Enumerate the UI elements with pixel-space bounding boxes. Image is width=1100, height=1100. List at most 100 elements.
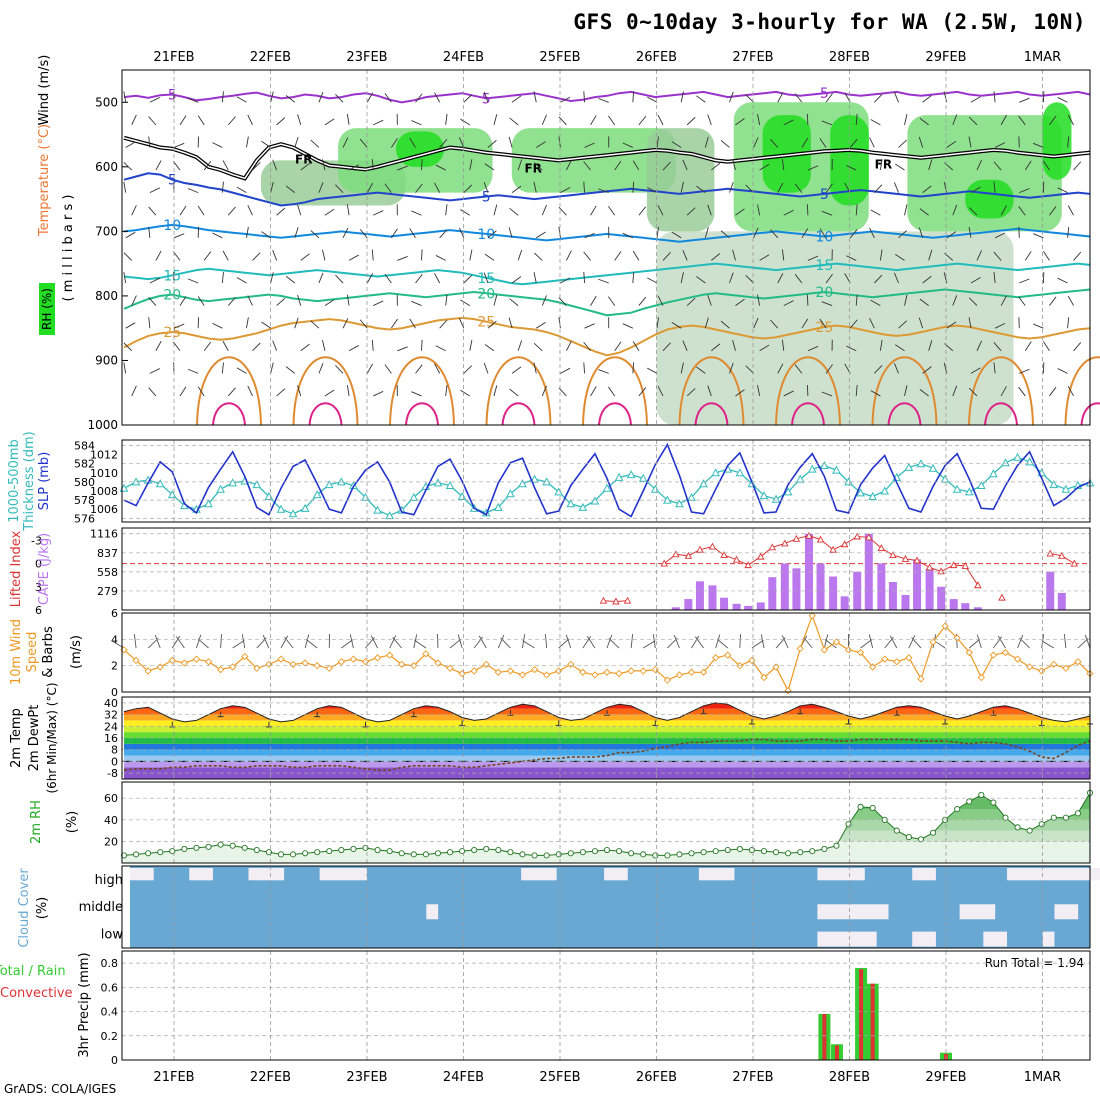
wind-barb: [203, 251, 212, 261]
cape-bar: [937, 586, 946, 610]
wind-barb: [1018, 296, 1026, 306]
wind-barb: [781, 635, 789, 649]
wind-barb: [1019, 637, 1030, 649]
wind-barb: [560, 277, 571, 284]
wind-barb: [946, 231, 957, 239]
wind-barb: [686, 388, 696, 397]
wind-barb: [976, 159, 983, 171]
thickness-marker: [735, 468, 745, 477]
cloud-gap: [817, 868, 865, 881]
x-tick-label-bottom: 24FEB: [443, 1070, 484, 1085]
temp-line: [123, 702, 1091, 723]
rh-marker: [157, 849, 164, 856]
thickness-marker: [276, 504, 286, 513]
wind-barb: [221, 91, 224, 103]
wind-barb: [1043, 341, 1050, 352]
contour-label: 5: [482, 91, 491, 107]
li-marker: [998, 593, 1006, 601]
cloud-gap: [817, 904, 889, 920]
wind-barb: [598, 278, 609, 284]
wind-barb: [783, 300, 794, 306]
wind-barb: [473, 636, 483, 649]
wind-barb: [179, 115, 187, 126]
wind-speed-marker: [204, 658, 213, 666]
wind-barb: [889, 635, 898, 649]
wind-barb: [1049, 206, 1057, 216]
wind-barb: [860, 639, 873, 649]
wind-barb: [1019, 278, 1030, 284]
t2m-tick-label: 16: [104, 732, 118, 745]
wind-barb: [869, 318, 875, 329]
cloud-gap: [1007, 868, 1100, 881]
wind-barb: [632, 271, 635, 284]
wind-barb: [993, 636, 1002, 649]
y-tick-label: 700: [95, 224, 118, 238]
wind-barb: [458, 137, 465, 148]
wind-barb: [324, 299, 335, 306]
wind-barb: [484, 344, 495, 352]
wind-barb: [968, 116, 978, 126]
cape-bar: [840, 596, 849, 610]
wind-barb: [946, 140, 957, 148]
wind-barb: [707, 385, 712, 397]
thickness-marker: [506, 489, 515, 498]
rh-marker: [302, 850, 309, 857]
thickness-marker: [578, 502, 588, 511]
wind-barb: [246, 317, 249, 329]
wind-barb: [246, 136, 249, 148]
temperature-contour-30: [1064, 356, 1100, 426]
rh-marker: [471, 846, 478, 854]
wind-barb: [1067, 205, 1074, 216]
wind-barb: [825, 183, 833, 193]
wind10m-label: 10m Wind: [9, 619, 24, 685]
x-tick-label-top: 25FEB: [539, 50, 580, 65]
wind-barb: [148, 387, 157, 397]
cloud-panel: high middle low: [79, 866, 1100, 948]
wind-tick-label: 4: [111, 633, 118, 646]
wind-speed-marker: [603, 668, 611, 676]
wind-barb: [735, 389, 745, 397]
wind-barb: [373, 119, 384, 126]
wind-barb: [928, 159, 933, 171]
wind-barb: [276, 388, 286, 397]
wind-speed-marker: [748, 656, 756, 665]
wind-barb: [976, 340, 983, 351]
wind-barb: [729, 362, 734, 374]
wind-barb: [895, 163, 905, 171]
wind-barb: [671, 141, 682, 148]
wind-speed-marker: [917, 675, 925, 683]
wind-barb: [759, 344, 770, 352]
wind-barb: [246, 226, 249, 238]
thickness-marker: [445, 481, 455, 490]
li-marker: [949, 561, 958, 569]
li-marker: [805, 531, 813, 539]
cape-bar: [720, 597, 729, 610]
wind-barb: [898, 320, 907, 329]
wind-speed-marker: [784, 687, 792, 695]
wind-barb: [657, 114, 664, 126]
rh-marker: [760, 848, 768, 855]
li-tick-label: 0: [35, 558, 42, 571]
wind-barb: [606, 634, 613, 649]
thickness-marker: [216, 484, 225, 493]
wind-barb: [680, 272, 684, 284]
wind-speed-marker: [965, 648, 973, 657]
wind-barb: [874, 274, 883, 284]
wind-barb: [155, 250, 162, 261]
wind-barb: [415, 93, 423, 103]
wind-speed-marker: [555, 667, 563, 675]
wind-barb: [123, 181, 127, 193]
rh-marker: [857, 803, 864, 810]
wind-barb: [1033, 142, 1044, 148]
wind-barb: [148, 296, 157, 306]
precip-tick-label: 0.6: [101, 981, 119, 994]
thickness-marker: [493, 502, 503, 511]
wind-barb: [247, 114, 253, 126]
thickness-marker: [638, 473, 648, 482]
cloud-frame: [121, 865, 1091, 949]
hgrid: [122, 702, 1090, 774]
wind-barb: [869, 227, 875, 239]
wind-barb: [647, 187, 658, 194]
wind-barb: [123, 91, 127, 103]
